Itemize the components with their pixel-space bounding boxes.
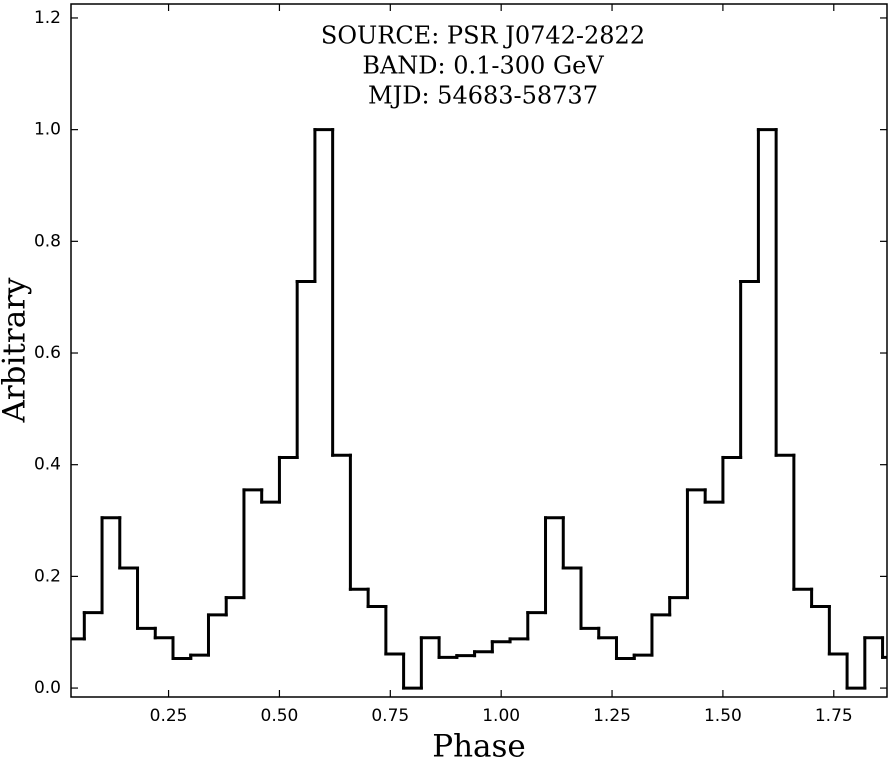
y-tick-label: 0.2: [34, 566, 61, 586]
title-line: MJD: 54683-58737: [368, 82, 598, 110]
y-tick-label: 0.4: [34, 455, 61, 475]
y-tick-label: 0.6: [34, 343, 61, 363]
histogram: [71, 128, 887, 690]
x-tick-label: 1.25: [593, 706, 631, 726]
y-tick-label: 1.0: [34, 120, 61, 140]
y-axis-label: Arbitrary: [0, 277, 33, 424]
x-tick-label: 1.75: [815, 706, 853, 726]
y-tick-label: 0.0: [34, 678, 61, 698]
x-tick-label: 0.50: [261, 706, 299, 726]
x-tick-label: 1.50: [704, 706, 742, 726]
x-tick-label: 0.75: [371, 706, 409, 726]
x-tick-label: 0.25: [150, 706, 188, 726]
y-tick-label: 0.8: [34, 231, 61, 251]
y-tick-label: 1.2: [34, 8, 61, 28]
x-axis-label: Phase: [432, 729, 526, 765]
title-line: SOURCE: PSR J0742-2822: [321, 22, 645, 50]
title-line: BAND: 0.1-300 GeV: [362, 52, 604, 80]
x-tick-label: 1.00: [482, 706, 520, 726]
plot-frame: [70, 3, 888, 698]
